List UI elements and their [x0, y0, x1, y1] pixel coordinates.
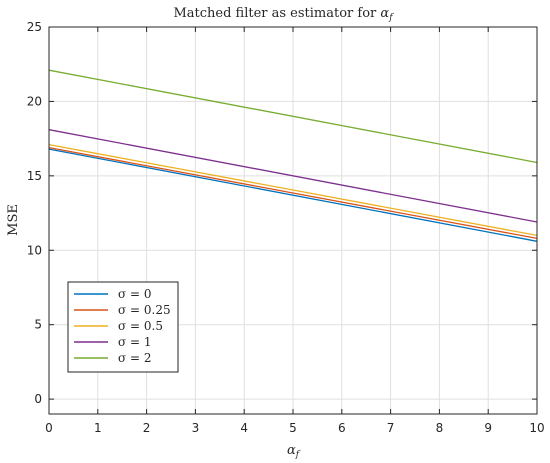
y-tick-label: 10: [27, 243, 42, 257]
legend-label: σ = 0.5: [118, 319, 163, 333]
x-axis-title: αf: [287, 443, 301, 460]
y-tick-label: 0: [34, 392, 42, 406]
series-line: [48, 146, 538, 240]
legend-label: σ = 1: [118, 335, 152, 349]
y-tick-label: 15: [27, 169, 42, 183]
series-line: [48, 143, 538, 237]
series-line: [48, 129, 538, 223]
x-tick-label: 0: [45, 421, 53, 435]
x-tick-label: 2: [143, 421, 151, 435]
y-tick-label: 20: [27, 94, 42, 108]
y-tick-label: 5: [34, 318, 42, 332]
legend: σ = 0 σ = 0.25 σ = 0.5 σ = 1 σ = 2: [67, 281, 179, 373]
legend-label: σ = 0: [118, 287, 152, 301]
x-tick-label: 8: [436, 421, 444, 435]
chart-title: Matched filter as estimator for αf: [173, 6, 394, 23]
series-lines: [48, 69, 538, 242]
y-tick-label: 25: [27, 20, 42, 34]
legend-label: σ = 2: [118, 351, 152, 365]
x-tick-label: 5: [289, 421, 297, 435]
series-line: [48, 69, 538, 164]
x-tick-label: 7: [387, 421, 395, 435]
y-axis-title: MSE: [6, 204, 21, 236]
x-tick-label: 4: [240, 421, 248, 435]
x-tick-label: 3: [192, 421, 200, 435]
series-line: [48, 148, 538, 242]
x-tick-label: 1: [94, 421, 102, 435]
legend-label: σ = 0.25: [118, 303, 171, 317]
x-tick-label: 10: [529, 421, 544, 435]
ticks: 0 1 2 3 4 5 6 7 8 9 10 0 5 10 15 20 25: [27, 20, 545, 435]
x-tick-label: 9: [484, 421, 492, 435]
legend-box: [67, 281, 179, 373]
x-tick-label: 6: [338, 421, 346, 435]
